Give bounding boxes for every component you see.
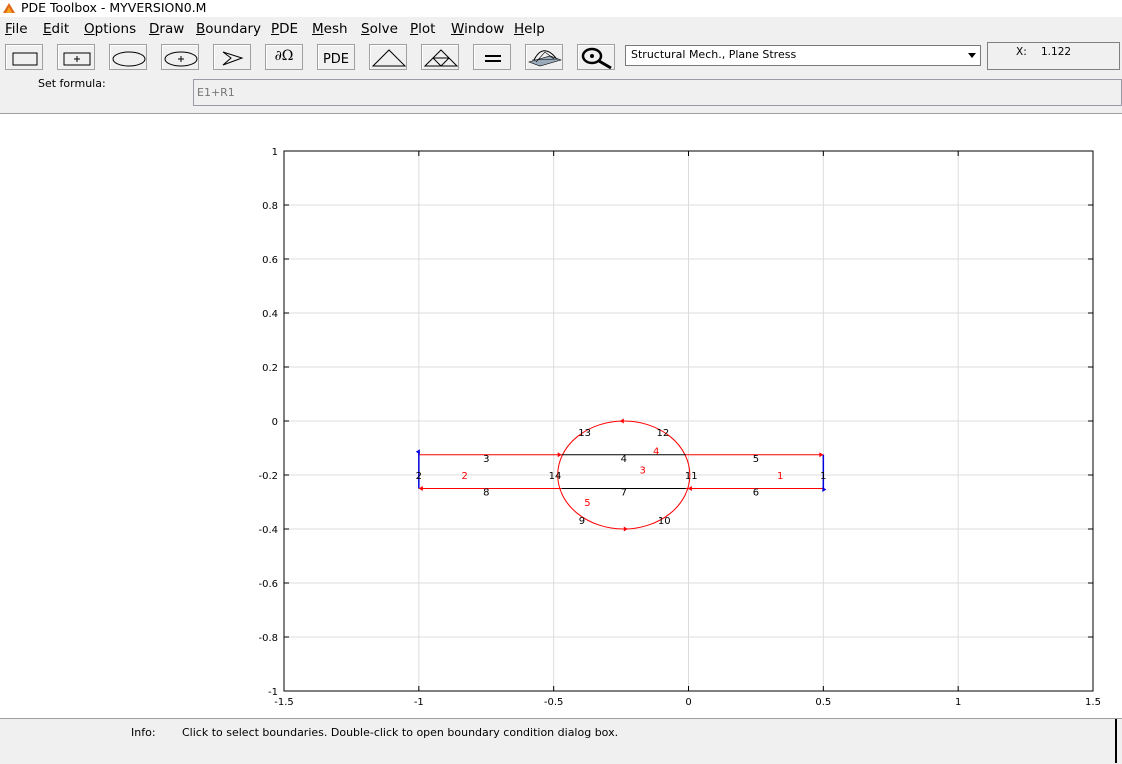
edge-label: 8: [483, 488, 489, 499]
formula-row: Set formula:: [0, 72, 1122, 114]
menu-plot[interactable]: Plot: [410, 21, 436, 37]
x-tick-label: 1.5: [1085, 697, 1101, 708]
edge-label: 6: [753, 488, 759, 499]
menu-boundary[interactable]: Boundary: [196, 21, 262, 37]
y-tick-label: 1: [272, 147, 278, 158]
menu-draw[interactable]: Draw: [149, 21, 185, 37]
menu-help[interactable]: Help: [514, 21, 545, 37]
edge-direction-arrow: [418, 486, 423, 491]
polygon-icon: [222, 51, 244, 66]
y-tick-label: -0.8: [258, 633, 278, 644]
menu-file[interactable]: File: [5, 21, 28, 37]
edge-direction-arrow: [822, 487, 827, 492]
menu-window[interactable]: Window: [451, 21, 505, 37]
draw-centered-ellipse-button[interactable]: [161, 44, 199, 70]
edge-label: 5: [753, 454, 759, 465]
x-coordinate-label: X:: [1016, 46, 1027, 58]
subdomain-label: 2: [461, 471, 467, 482]
x-coordinate-value: 1.122: [1041, 46, 1072, 58]
triangle-mesh-icon: [371, 49, 407, 67]
menu-edit[interactable]: Edit: [43, 21, 70, 37]
set-formula-label: Set formula:: [38, 77, 106, 90]
edge-label: 4: [621, 454, 627, 465]
status-bar: Info: Click to select boundaries. Double…: [0, 718, 1122, 764]
info-label: Info:: [131, 726, 156, 739]
y-tick-label: 0.4: [262, 309, 278, 320]
edge-label: 2: [416, 471, 422, 482]
menu-solve[interactable]: Solve: [361, 21, 398, 37]
centered-rectangle-icon: [63, 52, 91, 66]
magnifier-icon: [581, 47, 612, 70]
x-tick-label: 0.5: [815, 697, 831, 708]
x-tick-label: -1.5: [274, 697, 294, 708]
geometry-axes[interactable]: -1.5 -1 -0.5 0 0.5 1 1.510.80.60.40.20-0.2-0.4…: [240, 140, 1110, 715]
edge-direction-arrow: [415, 449, 420, 455]
menu-options[interactable]: Options: [84, 21, 137, 37]
boundary-icon: ∂Ω: [274, 48, 294, 64]
surface-plot-icon: [528, 50, 562, 67]
edge-label: 13: [578, 428, 591, 439]
draw-rectangle-button[interactable]: [5, 44, 43, 70]
init-mesh-button[interactable]: [369, 44, 407, 70]
y-tick-label: 0.8: [262, 201, 278, 212]
centered-ellipse-icon: [164, 51, 198, 67]
y-tick-label: -1: [268, 687, 278, 698]
y-tick-label: 0.6: [262, 255, 278, 266]
draw-centered-rectangle-button[interactable]: [57, 44, 95, 70]
subdomain-label: 4: [653, 447, 659, 458]
edge-label: 1: [820, 471, 826, 482]
menu-bar: File Edit Options Draw Boundary PDE Mesh…: [0, 17, 1122, 41]
y-tick-label: 0.2: [262, 363, 278, 374]
draw-polygon-button[interactable]: [213, 44, 251, 70]
pde-button-label: PDE: [322, 52, 350, 67]
x-tick-label: 0: [685, 697, 691, 708]
edge-label: 12: [657, 428, 670, 439]
matlab-icon: [3, 3, 15, 13]
subdomain-label: 3: [639, 466, 645, 477]
zoom-button[interactable]: [577, 44, 615, 70]
edge-direction-arrow: [557, 452, 562, 458]
edge-label: 11: [685, 471, 698, 482]
edge-direction-arrow: [687, 486, 692, 491]
x-tick-label: -0.5: [544, 697, 564, 708]
edge-label: 3: [483, 454, 489, 465]
ellipse-icon: [112, 51, 146, 67]
application-mode-dropdown[interactable]: Structural Mech., Plane Stress: [625, 45, 981, 66]
menu-mesh[interactable]: Mesh: [312, 21, 348, 37]
edge-label: 9: [579, 516, 585, 527]
edge-label: 10: [658, 516, 671, 527]
edge-label: 14: [549, 471, 562, 482]
title-bar: PDE Toolbox - MYVERSION0.M: [0, 0, 1122, 17]
solve-button[interactable]: [473, 44, 511, 70]
pde-spec-button[interactable]: PDE: [317, 44, 355, 70]
subdomain-label: 5: [584, 498, 590, 509]
status-divider: [1115, 719, 1117, 763]
refine-mesh-button[interactable]: [421, 44, 459, 70]
info-message: Click to select boundaries. Double-click…: [182, 726, 619, 739]
coordinate-readout: X: 1.122: [987, 42, 1120, 70]
edge-label: 7: [621, 488, 627, 499]
refined-mesh-icon: [423, 49, 459, 67]
x-tick-label: 1: [955, 697, 961, 708]
menu-pde[interactable]: PDE: [271, 21, 299, 37]
x-tick-label: -1: [414, 697, 424, 708]
draw-ellipse-button[interactable]: [109, 44, 147, 70]
y-tick-label: -0.6: [258, 579, 278, 590]
y-tick-label: -0.2: [258, 471, 278, 482]
y-tick-label: -0.4: [258, 525, 278, 536]
edge-direction-arrow: [623, 526, 628, 532]
edge-direction-arrow: [819, 452, 824, 458]
edge-direction-arrow: [619, 418, 624, 424]
subdomain-label: 1: [777, 471, 783, 482]
rectangle-icon: [12, 52, 38, 66]
equals-icon: [485, 55, 501, 62]
chevron-down-icon: [968, 53, 976, 58]
plot-solution-button[interactable]: [525, 44, 563, 70]
boundary-mode-button[interactable]: ∂Ω: [265, 44, 303, 70]
y-tick-label: 0: [272, 417, 278, 428]
window-title: PDE Toolbox - MYVERSION0.M: [21, 0, 207, 15]
set-formula-input[interactable]: [193, 79, 1122, 106]
application-mode-value: Structural Mech., Plane Stress: [631, 48, 797, 61]
